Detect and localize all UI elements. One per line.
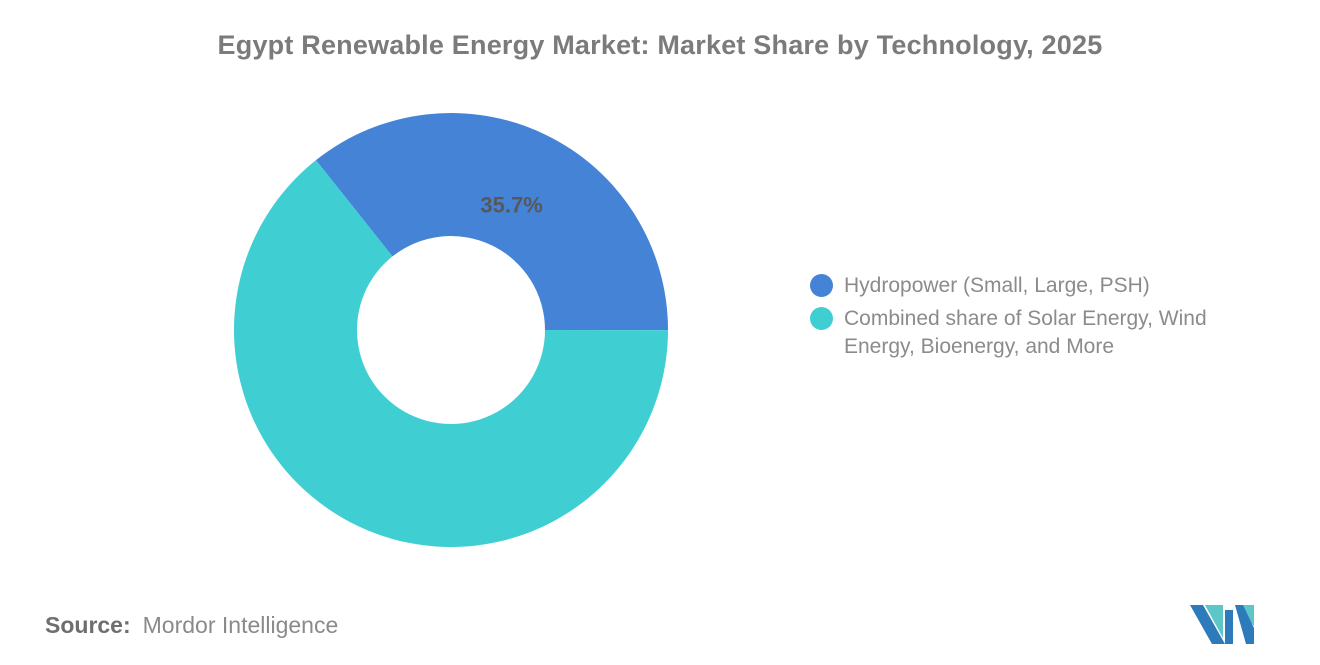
source-label: Source: [45,612,131,638]
legend-marker [810,307,833,330]
source-line: Source: Mordor Intelligence [45,612,338,639]
legend-item-1[interactable]: Combined share of Solar Energy, Wind Ene… [810,305,1240,361]
source-value: Mordor Intelligence [142,612,339,638]
donut-chart: 35.7% [233,112,668,548]
legend-item-label: Hydropower (Small, Large, PSH) [844,274,1150,297]
legend: Hydropower (Small, Large, PSH) Combined s… [810,272,1240,366]
logo-right-diagonal [1235,605,1254,644]
legend-item-label: Combined share of Solar Energy, Wind Ene… [844,307,1207,358]
mordor-intelligence-logo-icon [1190,605,1254,644]
donut-slice-1[interactable] [233,160,668,548]
logo-left-diagonal [1190,605,1225,644]
chart-title: Egypt Renewable Energy Market: Market Sh… [217,30,1103,60]
logo-left-teal-triangle [1205,605,1223,638]
slice-label: 35.7% [480,192,542,217]
logo-middle-bar [1225,610,1233,644]
legend-item-0[interactable]: Hydropower (Small, Large, PSH) [810,272,1240,300]
donut-slice-0[interactable] [315,112,668,331]
legend-marker [810,274,833,297]
